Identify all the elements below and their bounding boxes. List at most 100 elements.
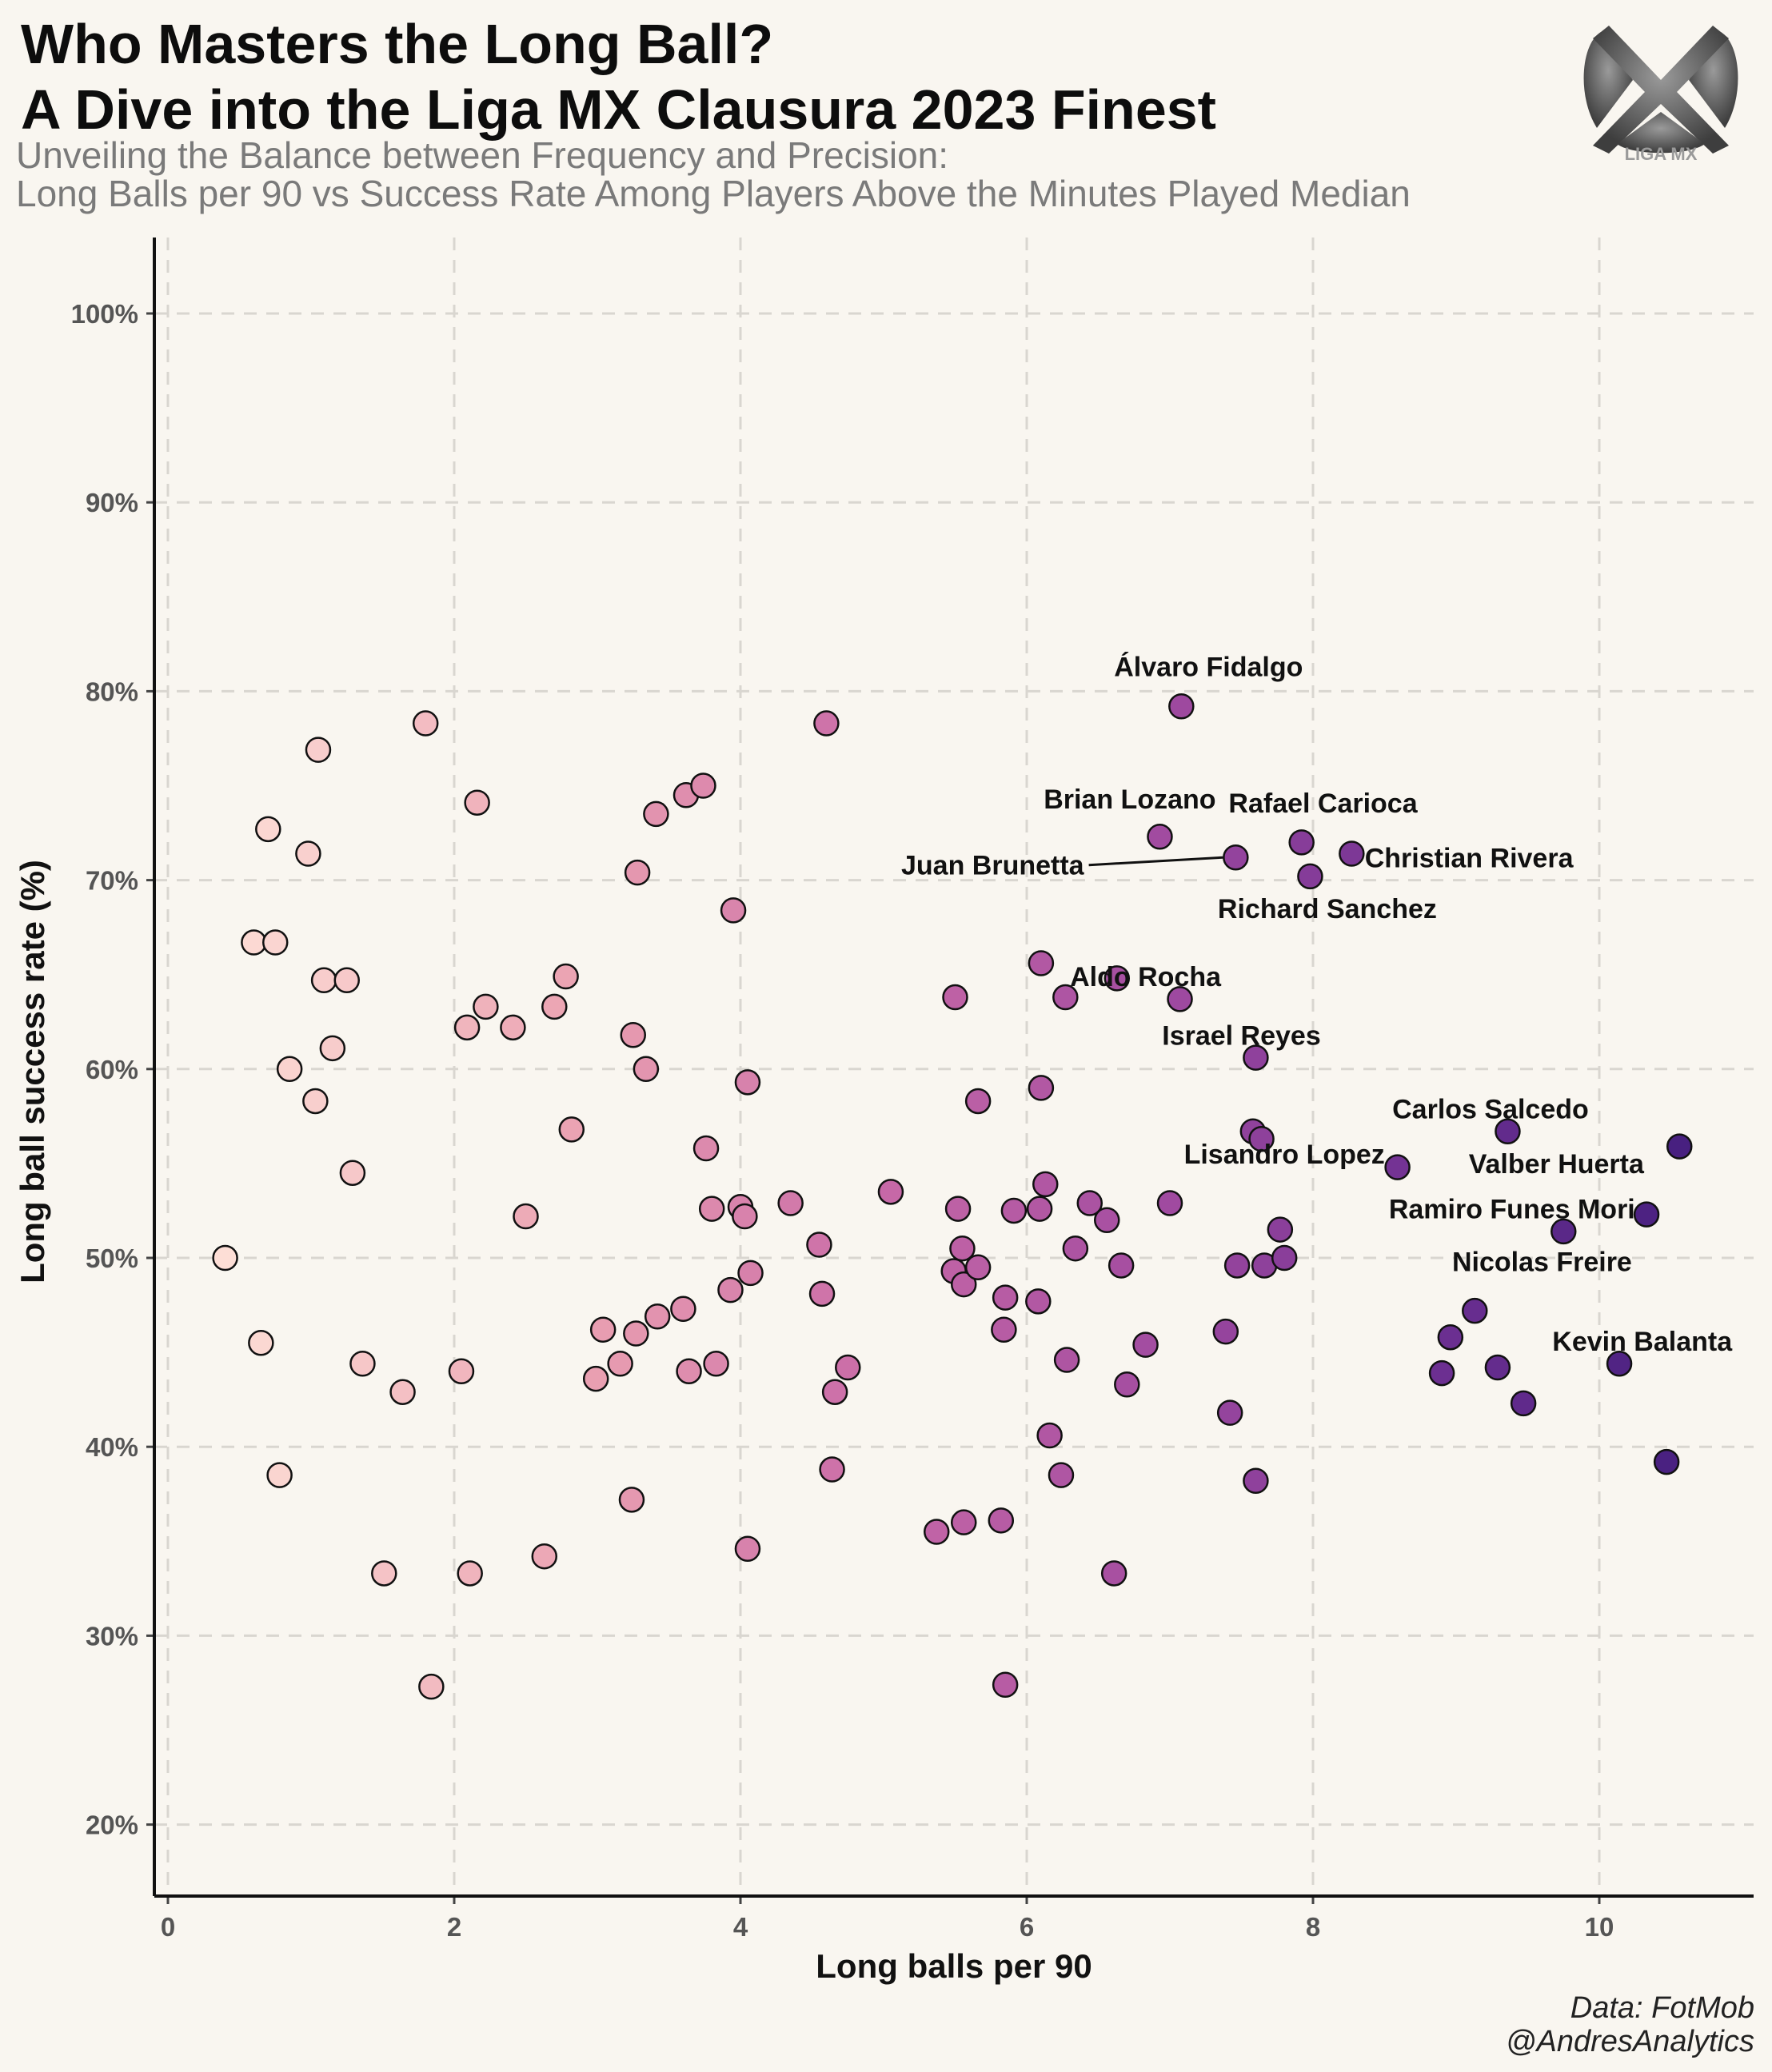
data-point — [295, 840, 321, 867]
data-point — [418, 1673, 445, 1700]
data-point — [944, 1196, 972, 1222]
data-point — [412, 710, 439, 737]
caption-author: @AndresAnalytics — [1505, 2025, 1754, 2058]
subtitle-line-1: Unveiling the Balance between Frequency … — [16, 134, 949, 176]
data-point — [457, 1560, 483, 1587]
data-point — [453, 1014, 481, 1041]
data-point — [624, 859, 651, 886]
data-point — [1437, 1323, 1464, 1351]
data-point — [991, 1316, 1017, 1343]
data-point — [720, 897, 747, 924]
point-label: Juan Brunetta — [901, 851, 1085, 881]
data-point — [558, 1116, 585, 1143]
data-point — [813, 710, 840, 737]
data-point — [1428, 1359, 1455, 1387]
data-point — [302, 1088, 329, 1115]
data-point — [835, 1354, 861, 1381]
x-tick-label: 0 — [161, 1912, 175, 1942]
data-point — [1484, 1354, 1511, 1381]
data-points — [212, 693, 1693, 1700]
point-label: Aldo Rocha — [1070, 962, 1222, 992]
y-tick-label: 50% — [86, 1244, 138, 1273]
data-point — [1248, 1125, 1275, 1152]
data-point — [1108, 1252, 1135, 1279]
data-point — [1104, 965, 1131, 992]
data-point — [1212, 1318, 1239, 1345]
data-point — [950, 1509, 977, 1535]
data-point — [541, 993, 568, 1020]
label-leader-line — [1088, 856, 1223, 867]
data-point — [964, 1088, 992, 1115]
point-label: Ramiro Funes Mori — [1389, 1195, 1635, 1225]
data-point — [1026, 1196, 1053, 1222]
data-point — [737, 1260, 764, 1287]
data-point — [1653, 1448, 1680, 1475]
data-point — [1062, 1235, 1089, 1262]
data-point — [248, 1330, 274, 1356]
data-point — [241, 929, 267, 956]
title-line-1: Who Masters the Long Ball? — [21, 13, 774, 75]
data-point — [1550, 1218, 1577, 1245]
data-point — [1223, 1252, 1251, 1279]
data-point — [1052, 984, 1079, 1011]
point-label: Nicolas Freire — [1452, 1248, 1632, 1278]
axes — [146, 238, 1754, 1904]
data-point — [319, 1035, 346, 1062]
data-point — [262, 929, 289, 956]
data-point — [1025, 1288, 1052, 1315]
data-point — [1495, 1118, 1521, 1144]
data-point — [949, 1235, 976, 1262]
point-label: Richard Sanchez — [1218, 894, 1437, 924]
data-point — [1114, 1371, 1140, 1398]
y-tick-label: 100% — [71, 299, 138, 329]
y-tick-label: 30% — [86, 1621, 138, 1651]
data-point — [1028, 950, 1055, 976]
data-point — [607, 1351, 633, 1377]
point-label: Valber Huerta — [1469, 1149, 1645, 1180]
title-line-2: A Dive into the Liga MX Clausura 2023 Fi… — [21, 78, 1216, 141]
data-point — [582, 1365, 609, 1392]
data-point — [618, 1487, 645, 1513]
data-point — [1147, 824, 1173, 850]
data-point — [1100, 1560, 1127, 1587]
point-labels: Álvaro Fidalgo Brian Lozano Rafael Carioca… — [901, 653, 1733, 1357]
data-point — [1462, 1297, 1488, 1324]
data-point — [1297, 863, 1323, 890]
data-point — [1384, 1154, 1411, 1180]
data-point — [717, 1276, 744, 1303]
data-point — [992, 1284, 1019, 1311]
data-point — [1606, 1351, 1633, 1377]
subtitle-line-2: Long Balls per 90 vs Success Rate Among … — [16, 173, 1411, 214]
y-tick-label: 60% — [86, 1055, 138, 1084]
data-point — [371, 1560, 397, 1587]
data-point — [464, 789, 490, 816]
data-point — [734, 1069, 761, 1096]
data-point — [473, 993, 499, 1020]
data-point — [1267, 1216, 1294, 1243]
data-point — [1076, 1190, 1104, 1216]
data-point — [644, 1303, 671, 1330]
data-point — [734, 1535, 761, 1562]
y-tick-label: 80% — [86, 677, 138, 706]
data-point — [349, 1351, 376, 1377]
point-label: Christian Rivera — [1365, 843, 1574, 873]
data-point — [1048, 1462, 1075, 1488]
data-point — [821, 1379, 848, 1405]
data-point — [310, 967, 337, 994]
data-point — [633, 1056, 660, 1083]
data-point — [950, 1271, 977, 1298]
data-point — [255, 816, 281, 843]
data-point — [1132, 1331, 1159, 1358]
data-point — [670, 1295, 696, 1323]
data-point — [1243, 1467, 1269, 1494]
point-label: Israel Reyes — [1162, 1020, 1321, 1051]
x-tick-label: 4 — [733, 1912, 748, 1942]
data-point — [500, 1014, 526, 1041]
data-point — [276, 1056, 303, 1083]
data-point — [339, 1160, 366, 1186]
data-point — [305, 737, 332, 763]
caption: Data: FotMob @AndresAnalytics — [1506, 1991, 1754, 2058]
data-point — [1032, 1171, 1059, 1198]
point-label: Carlos Salcedo — [1392, 1094, 1589, 1124]
data-point — [1633, 1201, 1660, 1228]
